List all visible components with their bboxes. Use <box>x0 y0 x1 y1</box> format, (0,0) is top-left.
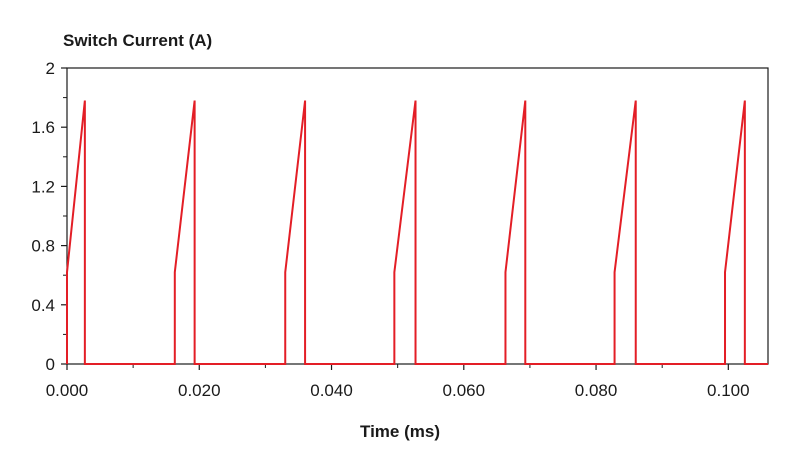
x-axis-label: Time (ms) <box>0 422 800 442</box>
x-tick-label-5: 0.100 <box>707 381 750 400</box>
x-tick-label-1: 0.020 <box>178 381 221 400</box>
series-line-0 <box>66 100 768 365</box>
x-tick-label-4: 0.080 <box>575 381 618 400</box>
y-tick-label-1: 0.4 <box>31 296 55 315</box>
y-tick-label-4: 1.6 <box>31 118 55 137</box>
y-tick-label-3: 1.2 <box>31 177 55 196</box>
x-axis-label-text: Time (ms) <box>360 422 440 441</box>
x-tick-label-0: 0.000 <box>46 381 89 400</box>
x-tick-label-2: 0.040 <box>310 381 353 400</box>
y-tick-label-0: 0 <box>46 355 55 374</box>
x-tick-label-3: 0.060 <box>443 381 486 400</box>
chart-title: Switch Current (A) <box>63 31 213 50</box>
y-tick-label-2: 0.8 <box>31 237 55 256</box>
plot-layer: 0 0.4 0.8 1.2 1.6 2 0.000 0.020 0.040 0.060 0.080 0… <box>31 59 769 400</box>
plot-frame <box>66 67 769 365</box>
y-tick-label-5: 2 <box>46 59 55 78</box>
